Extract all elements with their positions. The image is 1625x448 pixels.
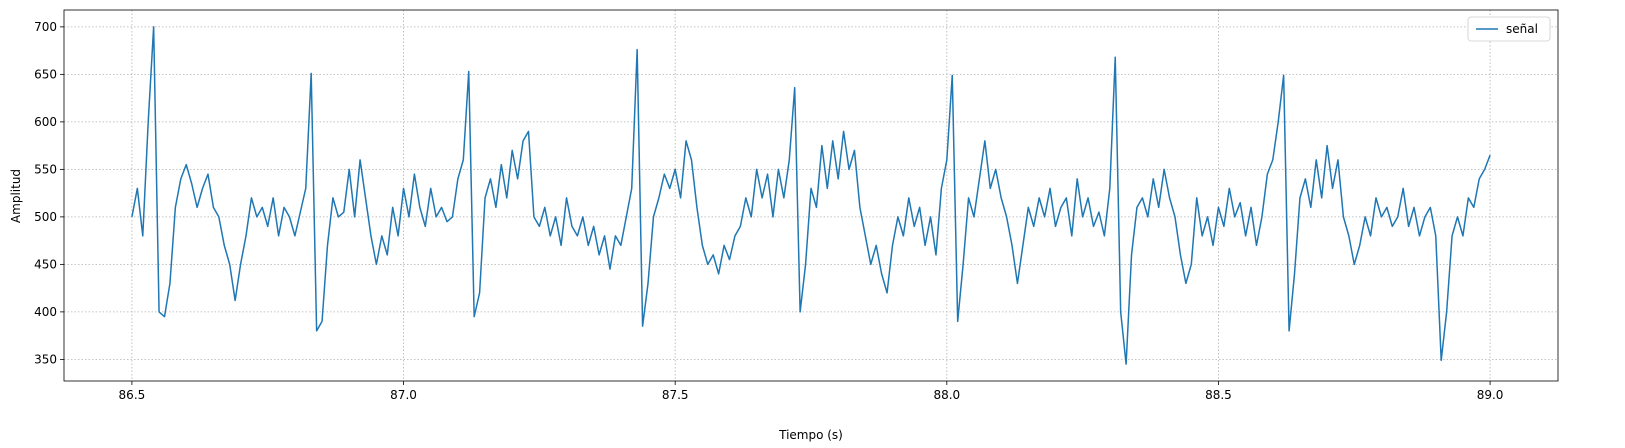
x-tick-label: 87.0 [390, 388, 417, 402]
y-tick-label: 400 [34, 305, 57, 319]
axes-frame [63, 9, 1559, 382]
legend-label: señal [1506, 22, 1538, 36]
y-tick-label: 550 [34, 162, 57, 176]
x-tick-label: 87.5 [662, 388, 689, 402]
y-tick-label: 600 [34, 115, 57, 129]
x-tick-label: 89.0 [1477, 388, 1504, 402]
y-tick-label: 500 [34, 210, 57, 224]
y-tick-label: 450 [34, 257, 57, 271]
y-tick-label: 650 [34, 67, 57, 81]
line-series [131, 26, 1491, 365]
y-axis-label: Amplitud [9, 169, 23, 223]
y-tick-label: 350 [34, 352, 57, 366]
x-axis-label: Tiempo (s) [778, 428, 843, 442]
legend-box [1467, 16, 1551, 42]
x-tick-label: 88.5 [1205, 388, 1232, 402]
x-tick-label: 88.0 [933, 388, 960, 402]
y-tick-label: 700 [34, 20, 57, 34]
x-tick-label: 86.5 [119, 388, 146, 402]
